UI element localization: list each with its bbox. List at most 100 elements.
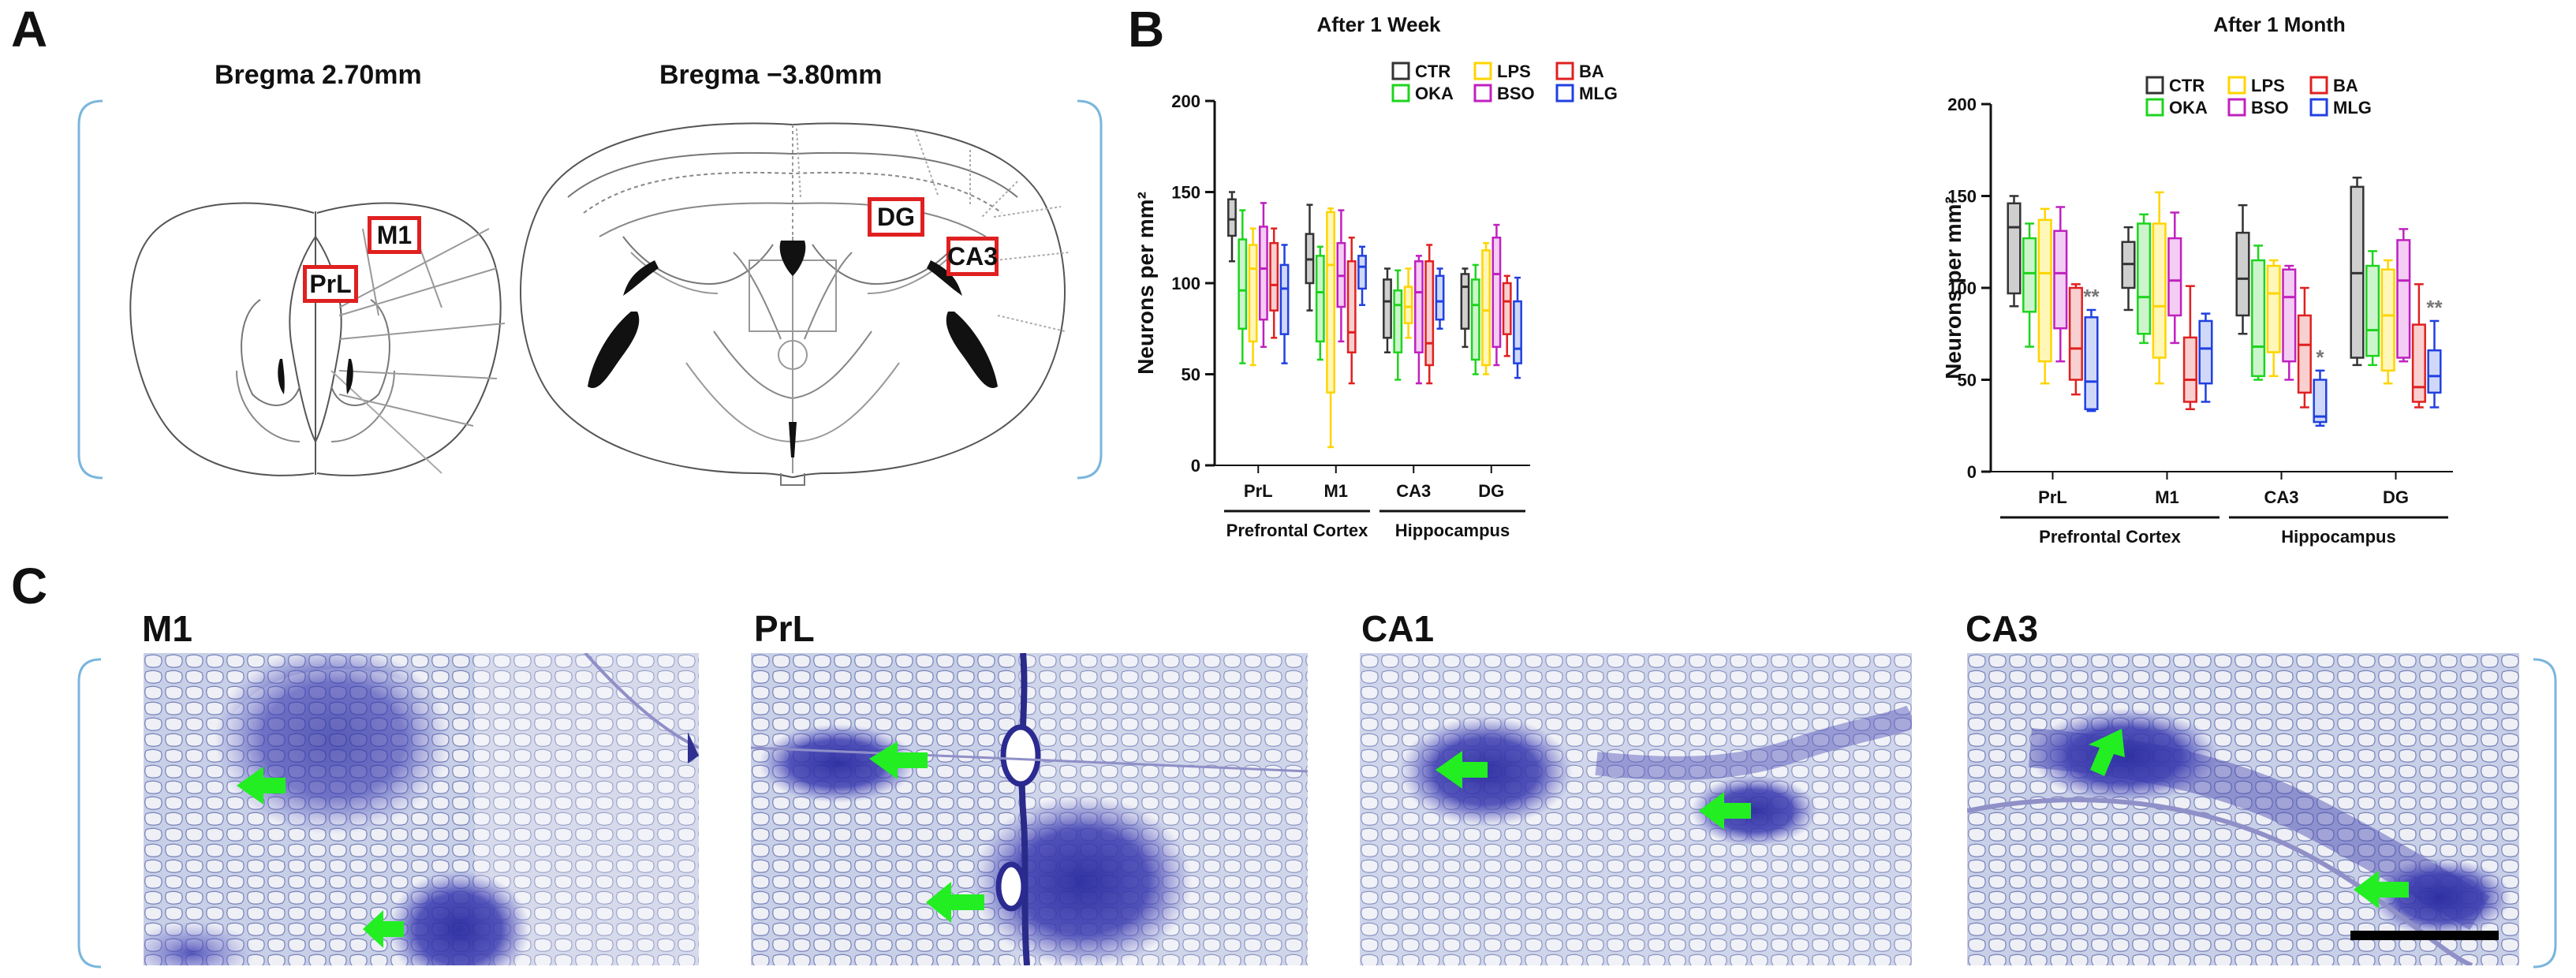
- arrow-8: [2354, 871, 2409, 909]
- ventricle-1-right: [346, 359, 353, 394]
- box-week-BA-PrL: [1269, 241, 1279, 312]
- significance-month-1: *: [2316, 345, 2324, 369]
- legend-label-month-BSO: BSO: [2251, 98, 2289, 118]
- micrograph-m1: [144, 653, 699, 965]
- box-week-BSO-CA3: [1414, 260, 1424, 354]
- panel-a-right-bracket: [1077, 99, 1103, 480]
- box-month-BA-DG: [2411, 323, 2426, 403]
- x-tick-label-month-PrL: PrL: [2038, 487, 2067, 507]
- box-week-OKA-DG: [1470, 278, 1480, 361]
- micrograph-title-ca1: CA1: [1361, 608, 1435, 649]
- legend-label-month-MLG: MLG: [2333, 98, 2372, 118]
- legend-swatch-week-OKA: [1391, 84, 1410, 103]
- box-month-OKA-PrL: [2022, 237, 2037, 313]
- y-axis-label-week: Neurons per mm²: [1133, 192, 1158, 375]
- box-month-BSO-M1: [2167, 237, 2182, 317]
- y-tick-label-week-0: 0: [1191, 456, 1200, 476]
- box-week-CTR-CA3: [1383, 278, 1392, 339]
- micrograph-prl: [751, 653, 1308, 965]
- micrograph-title-ca3: CA3: [1966, 608, 2039, 649]
- box-month-LPS-CA3: [2266, 264, 2281, 353]
- legend-swatch-month-CTR: [2145, 76, 2164, 95]
- panel-c-right-bracket: [2533, 658, 2557, 969]
- chart-title-month: After 1 Month: [2213, 13, 2346, 36]
- box-month-MLG-PrL: [2084, 316, 2099, 411]
- micrograph-title-m1: M1: [142, 608, 192, 649]
- box-month-BSO-PrL: [2053, 230, 2068, 330]
- ventricle-2-tail-left: [623, 260, 659, 296]
- box-month-BSO-DG: [2396, 239, 2411, 359]
- x-tick-label-week-PrL: PrL: [1244, 481, 1273, 501]
- arrow-5: [1435, 751, 1488, 789]
- legend-swatch-week-MLG: [1555, 84, 1574, 103]
- micrograph-ca3: [1967, 653, 2519, 965]
- box-week-MLG-PrL: [1279, 263, 1290, 335]
- arrow-1: [237, 767, 286, 804]
- roi-box-ca3: CA3: [946, 237, 999, 276]
- x-tick-label-week-M1: M1: [1323, 481, 1348, 501]
- box-week-MLG-DG: [1513, 300, 1522, 364]
- legend-swatch-week-BSO: [1473, 84, 1492, 103]
- arrow-4: [926, 882, 984, 923]
- ventricle-2-left: [588, 312, 640, 388]
- ventricle-2-right: [946, 312, 998, 388]
- box-week-BA-DG: [1502, 282, 1512, 335]
- y-tick-label-week-150: 150: [1171, 183, 1200, 203]
- arrow-6: [1699, 792, 1751, 830]
- box-month-BA-CA3: [2297, 314, 2312, 394]
- box-week-LPS-M1: [1326, 211, 1336, 394]
- box-month-BSO-CA3: [2282, 268, 2297, 363]
- x-tick-label-month-CA3: CA3: [2264, 487, 2298, 507]
- box-week-BSO-DG: [1491, 237, 1502, 349]
- brain-atlas-diagrams: [77, 99, 1103, 486]
- legend-swatch-month-MLG: [2309, 98, 2328, 117]
- scale-bar: [2350, 931, 2499, 940]
- ventricle-2-center: [779, 241, 806, 276]
- significance-month-0: **: [2083, 285, 2100, 308]
- significance-month-2: **: [2426, 296, 2443, 319]
- legend-label-week-BA: BA: [1579, 62, 1604, 81]
- roi-box-prl: PrL: [303, 265, 358, 303]
- box-week-BSO-PrL: [1259, 226, 1268, 321]
- legend-label-week-CTR: CTR: [1415, 62, 1450, 81]
- legend-swatch-week-CTR: [1391, 62, 1410, 80]
- micrograph-title-prl: PrL: [754, 608, 815, 649]
- legend-label-week-OKA: OKA: [1415, 84, 1454, 103]
- legend-swatch-month-LPS: [2227, 76, 2246, 95]
- box-week-OKA-M1: [1315, 255, 1325, 343]
- box-month-CTR-PrL: [2007, 202, 2022, 295]
- box-week-LPS-PrL: [1248, 244, 1258, 343]
- box-month-MLG-CA3: [2313, 379, 2328, 424]
- panel-a-left-bracket: [77, 99, 103, 480]
- box-month-LPS-M1: [2152, 222, 2167, 359]
- x-tick-label-month-M1: M1: [2155, 487, 2179, 507]
- box-week-OKA-CA3: [1393, 289, 1403, 354]
- box-week-CTR-PrL: [1227, 198, 1237, 237]
- box-month-MLG-DG: [2427, 349, 2442, 394]
- legend-swatch-week-BA: [1555, 62, 1574, 80]
- box-week-BA-M1: [1346, 260, 1357, 354]
- group-label-week-1: Hippocampus: [1395, 521, 1510, 540]
- legend-swatch-month-BSO: [2227, 98, 2246, 117]
- legend-label-month-BA: BA: [2333, 76, 2358, 95]
- panel-b-label: B: [1128, 1, 1165, 58]
- box-plot-charts: After 1 Week 0 50 100 150 200 Neurons per mm² P…: [1133, 13, 2453, 547]
- legend-label-week-LPS: LPS: [1497, 62, 1531, 81]
- legend-label-week-MLG: MLG: [1579, 84, 1618, 103]
- ventricle-2-base: [789, 422, 797, 457]
- box-week-BA-CA3: [1424, 260, 1435, 367]
- x-tick-label-week-DG: DG: [1478, 481, 1504, 501]
- box-week-OKA-PrL: [1238, 238, 1248, 330]
- box-week-CTR-DG: [1460, 273, 1470, 330]
- box-week-LPS-DG: [1481, 249, 1491, 367]
- x-tick-label-week-CA3: CA3: [1396, 481, 1431, 501]
- chart-title-week: After 1 Week: [1316, 13, 1441, 36]
- legend-label-month-CTR: CTR: [2169, 76, 2205, 95]
- group-label-week-0: Prefrontal Cortex: [1226, 521, 1368, 540]
- box-week-LPS-CA3: [1403, 286, 1413, 325]
- box-month-BA-PrL: [2068, 286, 2083, 381]
- arrow-3: [869, 741, 928, 779]
- box-week-MLG-M1: [1357, 255, 1367, 290]
- y-tick-label-week-100: 100: [1171, 274, 1200, 293]
